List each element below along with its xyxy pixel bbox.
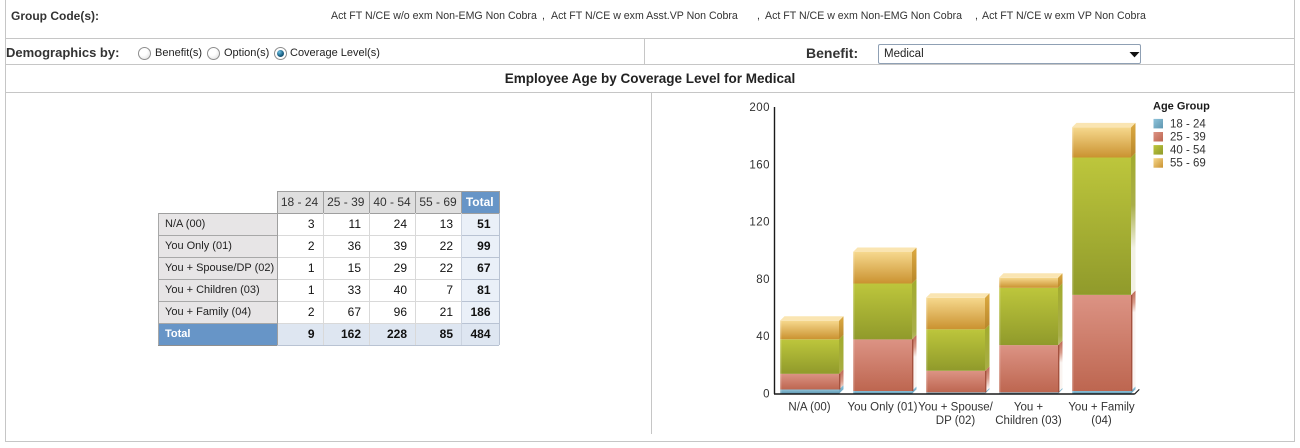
svg-text:40 - 54: 40 - 54: [1170, 145, 1206, 157]
svg-text:55 - 69: 55 - 69: [1170, 158, 1206, 170]
svg-text:18 - 24: 18 - 24: [1170, 118, 1206, 130]
svg-text:40: 40: [756, 331, 770, 343]
svg-text:Children (03): Children (03): [995, 415, 1062, 427]
svg-text:You +: You +: [1014, 402, 1044, 414]
svg-text:25 - 39: 25 - 39: [1170, 132, 1206, 144]
svg-text:You + Family: You + Family: [1068, 402, 1135, 414]
svg-text:You + Spouse/: You + Spouse/: [918, 402, 994, 414]
svg-text:Age Group: Age Group: [1153, 101, 1210, 113]
svg-text:(04): (04): [1091, 415, 1112, 427]
svg-text:N/A (00): N/A (00): [788, 402, 830, 414]
svg-text:80: 80: [756, 274, 770, 286]
svg-text:DP (02): DP (02): [936, 415, 976, 427]
svg-text:0: 0: [763, 389, 770, 401]
svg-text:160: 160: [749, 159, 770, 171]
svg-text:200: 200: [749, 102, 770, 114]
svg-text:You Only (01): You Only (01): [848, 402, 918, 414]
svg-text:120: 120: [749, 217, 770, 229]
